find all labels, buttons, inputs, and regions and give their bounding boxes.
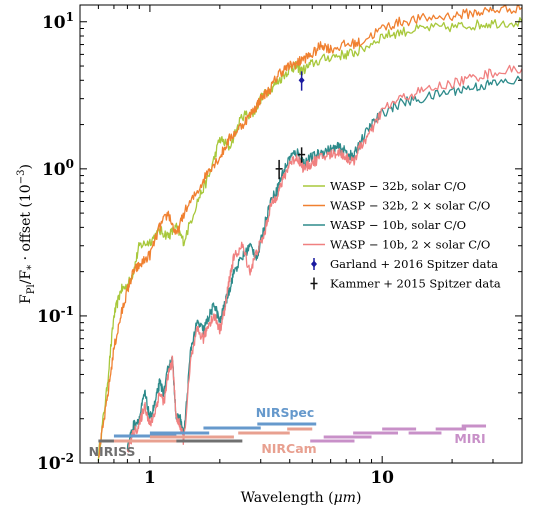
x-tick-label-1: 10 <box>370 468 394 488</box>
x-axis-title: Wavelength (μm) <box>241 490 362 506</box>
y-axis-title: FPl/F* · offset (10−3) <box>16 164 37 304</box>
point-0-0 <box>298 76 305 84</box>
legend: WASP − 32b, solar C/O WASP − 32b, 2 × sol… <box>303 179 501 291</box>
y-tick-label-1: 10-1 <box>37 304 74 327</box>
series-line-1 <box>97 5 522 458</box>
legend-label-data-0: Garland + 2016 Spitzer data <box>330 257 498 271</box>
y-tick-label-3: 101 <box>42 10 74 33</box>
plot-frame <box>79 4 523 464</box>
legend-label-2: WASP − 10b, solar C/O <box>330 218 466 232</box>
legend-label-0: WASP − 32b, solar C/O <box>330 179 466 193</box>
legend-label-3: WASP − 10b, 2 × solar C/O <box>330 238 490 252</box>
instrument-label-nircam: NIRCam <box>261 441 316 456</box>
plot-area <box>97 5 522 462</box>
x-tick-label-0: 1 <box>144 468 156 488</box>
ticks-layer: 1 10 10-2 10-1 100 101 <box>37 5 522 488</box>
instrument-bands-layer <box>98 422 487 443</box>
instrument-label-nirspec: NIRSpec <box>256 405 315 420</box>
y-tick-label-2: 100 <box>42 157 74 180</box>
svg-text:FPl/F* · offset (10−3): FPl/F* · offset (10−3) <box>16 164 37 304</box>
instrument-label-niriss: NIRISS <box>89 444 136 459</box>
legend-marker-0 <box>311 260 317 268</box>
y-tick-label-0: 10-2 <box>37 451 74 474</box>
series-layer <box>97 5 522 462</box>
legend-label-data-1: Kammer + 2015 Spitzer data <box>330 277 501 291</box>
instrument-label-miri: MIRI <box>454 431 485 446</box>
legend-label-1: WASP − 32b, 2 × solar C/O <box>330 199 490 213</box>
data-points-layer <box>275 71 306 180</box>
series-line-3 <box>126 64 522 453</box>
instrument-labels: NIRISS NIRSpec NIRCam MIRI <box>89 405 486 459</box>
